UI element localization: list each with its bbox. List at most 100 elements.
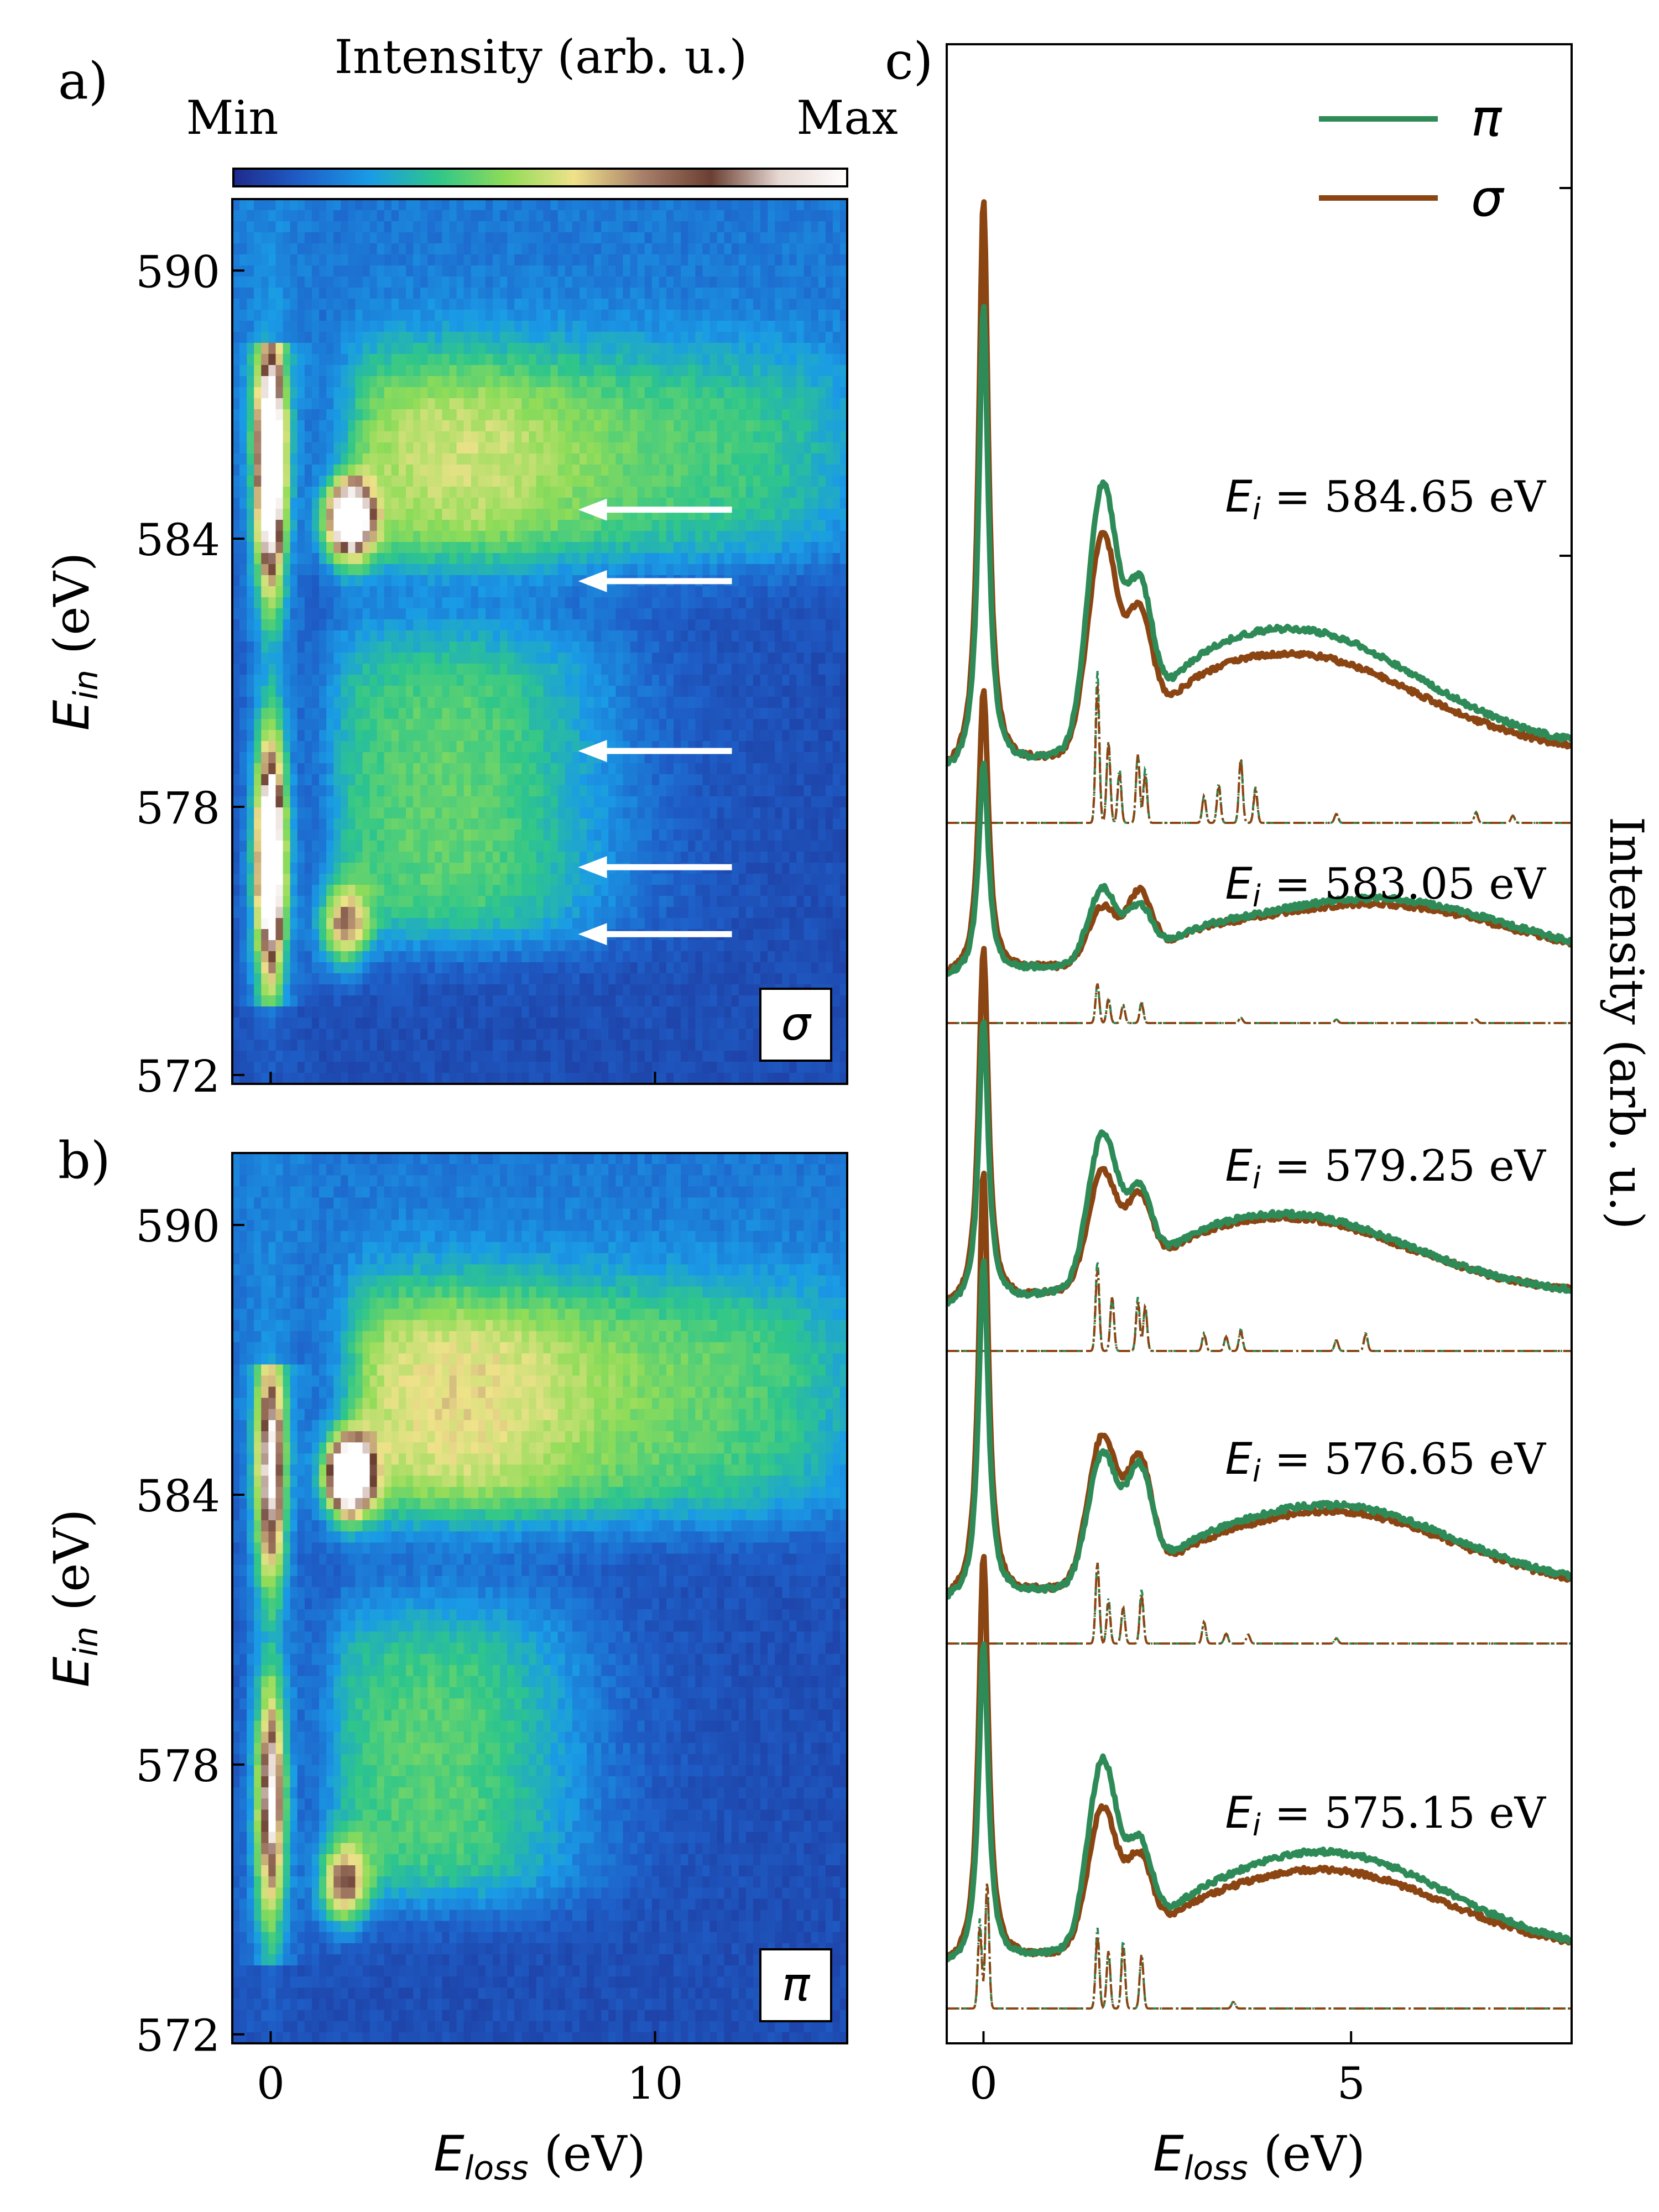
heat-cell: [319, 409, 327, 421]
heat-cell: [319, 575, 327, 587]
heat-cell: [745, 232, 754, 244]
heat-cell: [782, 276, 790, 288]
heat-cell: [377, 774, 385, 786]
heat-cell: [232, 542, 240, 554]
heat-cell: [659, 465, 667, 476]
heat-cell: [557, 476, 566, 487]
heat-cell: [326, 365, 334, 377]
heat-cell: [731, 774, 739, 786]
heat-cell: [768, 398, 775, 410]
heat-cell: [348, 564, 356, 576]
heat-cell: [311, 531, 320, 542]
heat-cell: [341, 553, 349, 565]
heat-cell: [398, 630, 406, 642]
heat-cell: [326, 807, 334, 819]
heat-cell: [557, 288, 566, 299]
heat-cell: [587, 354, 594, 366]
heat-cell: [485, 708, 493, 719]
heat-cell: [637, 608, 645, 620]
heat-cell: [681, 586, 688, 598]
heat-cell: [738, 553, 747, 565]
heat-cell: [391, 752, 399, 764]
heat-cell: [587, 619, 594, 631]
heat-cell: [297, 365, 305, 377]
heat-cell: [485, 531, 493, 542]
heat-cell: [471, 564, 479, 576]
heat-cell: [435, 807, 443, 819]
heat-cell: [398, 210, 406, 222]
heat-cell: [688, 564, 696, 576]
heat-cell: [333, 387, 342, 399]
heat-cell: [290, 564, 298, 576]
heat-cell: [839, 542, 847, 554]
heat-cell: [514, 785, 523, 797]
heat-cell: [377, 653, 385, 664]
heat-cell: [232, 376, 240, 388]
heat-cell: [818, 387, 826, 399]
heat-cell: [825, 332, 833, 343]
heat-cell: [804, 199, 812, 211]
heat-cell: [536, 343, 544, 354]
heat-cell: [637, 409, 645, 421]
heat-cell: [666, 564, 674, 576]
heat-cell: [753, 376, 761, 388]
heat-cell: [594, 531, 602, 542]
heat-cell: [456, 232, 465, 244]
heat-cell: [341, 697, 349, 708]
heat-cell: [630, 276, 638, 288]
heat-cell: [565, 243, 573, 255]
heat-cell: [442, 276, 450, 288]
heat-cell: [348, 409, 356, 421]
heat-cell: [326, 321, 334, 332]
heat-cell: [507, 332, 515, 343]
heat-cell: [572, 343, 580, 354]
heat-cell: [811, 807, 819, 819]
heat-cell: [615, 785, 624, 797]
heat-cell: [789, 774, 797, 786]
heat-cell: [427, 542, 436, 554]
heat-cell: [709, 630, 718, 642]
heat-cell: [839, 619, 847, 631]
heat-cell: [456, 498, 465, 509]
heat-cell: [615, 653, 624, 664]
heat-cell: [659, 221, 667, 233]
heat-cell: [427, 531, 436, 542]
heat-cell: [341, 841, 349, 852]
heat-cell: [811, 442, 819, 454]
heat-cell: [442, 321, 450, 332]
heat-cell: [745, 542, 754, 554]
heat-cell: [355, 199, 363, 211]
heat-cell: [449, 597, 457, 609]
heat-cell: [818, 276, 826, 288]
heat-cell: [587, 553, 594, 565]
heat-cell: [377, 542, 385, 554]
heat-cell: [247, 708, 255, 719]
heat-cell: [775, 641, 783, 653]
heat-cell: [796, 564, 805, 576]
heat-cell: [493, 453, 500, 465]
heat-cell: [695, 310, 703, 321]
heat-cell: [550, 675, 559, 686]
heat-cell: [341, 575, 349, 587]
heat-cell: [753, 597, 761, 609]
heat-cell: [724, 520, 732, 531]
heat-cell: [413, 509, 421, 520]
heat-cell: [449, 476, 457, 487]
heat-cell: [839, 763, 847, 775]
heat-cell: [557, 553, 566, 565]
heat-cell: [811, 697, 819, 708]
heat-cell: [702, 619, 711, 631]
heat-cell: [731, 498, 739, 509]
heat-cell: [435, 575, 443, 587]
heat-cell: [283, 796, 291, 808]
heat-cell: [745, 276, 754, 288]
heat-cell: [666, 619, 674, 631]
heat-cell: [398, 542, 406, 554]
heat-cell: [413, 641, 421, 653]
heat-cell: [580, 697, 587, 708]
heat-cell: [247, 310, 255, 321]
heat-cell: [543, 487, 551, 498]
heat-cell: [311, 520, 320, 531]
heat-cell: [666, 487, 674, 498]
heat-cell: [580, 487, 587, 498]
